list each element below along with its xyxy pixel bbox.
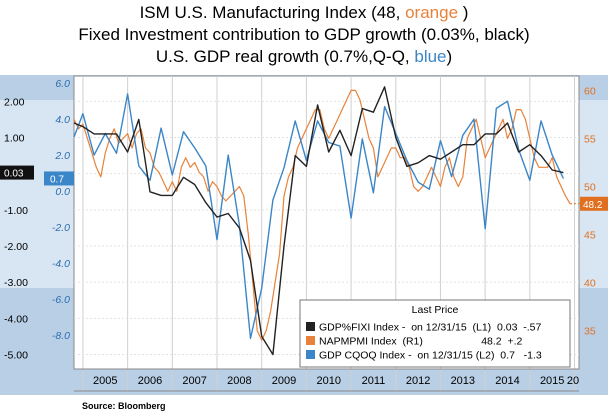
r1-last-value-label: 48.2 xyxy=(583,200,603,211)
chart-title-line1: ISM U.S. Manufacturing Index (48, orange… xyxy=(0,2,608,24)
x-tick-label: 2007 xyxy=(182,375,206,387)
l2-tick-label: 4.0 xyxy=(55,114,70,126)
series-line-napmpmi xyxy=(73,89,571,341)
x-tick-label: 2013 xyxy=(451,375,475,387)
l2-tick-label: -4.0 xyxy=(52,258,70,270)
l2-tick-label: -2.0 xyxy=(52,222,70,234)
l1-tick-label: -3.00 xyxy=(4,277,28,289)
legend-entry-label: NAPMPMI Index (R1) 48.2 +.2 xyxy=(319,336,523,348)
r1-tick-label: 60 xyxy=(584,85,596,97)
title-line3-text: U.S. GDP real growth (0.7%,Q-Q, xyxy=(155,47,415,66)
x-tick-label: 2006 xyxy=(138,375,162,387)
r1-tick-label: 45 xyxy=(584,230,596,242)
x-tick-label: 2005 xyxy=(93,375,117,387)
legend-swatch xyxy=(306,350,315,359)
title-line3-tail: ) xyxy=(446,47,453,66)
x-tick-label: 2009 xyxy=(272,375,296,387)
legend-header: Last Price xyxy=(412,304,459,316)
l1-tick-label: -4.00 xyxy=(4,313,28,325)
chart-title-line3: U.S. GDP real growth (0.7%,Q-Q, blue) xyxy=(0,46,608,68)
r1-tick-label: 50 xyxy=(584,181,596,193)
source-note: Source: Bloomberg xyxy=(82,401,166,411)
l2-tick-label: -6.0 xyxy=(52,294,70,306)
title-line1-tail: ) xyxy=(458,3,469,22)
x-tick-label: 2008 xyxy=(227,375,251,387)
r1-tick-label: 55 xyxy=(584,133,596,145)
chart-legend: Last Price GDP%FIXI Index - on 12/31/15 (… xyxy=(299,299,571,368)
l1-last-value-label: 0.03 xyxy=(4,169,24,180)
l1-tick-label: -2.00 xyxy=(4,241,28,253)
axis-l1-ticks: 2.00 1.00 0.03 -1.00 -2.00 -3.00 -4.00 -5.00 xyxy=(0,96,34,362)
series-line-gdp xyxy=(73,93,565,340)
title-line1-text: ISM U.S. Manufacturing Index (48, xyxy=(139,3,406,22)
l2-tick-label: 0.0 xyxy=(55,186,70,198)
l2-last-value-label: 0.7 xyxy=(50,174,64,185)
axis-l2-ticks: 6.0 4.0 2.0 0.70.0 -2.0 -4.0 -6.0 -8.0 xyxy=(44,78,74,342)
x-tick-label: 2015 xyxy=(540,375,564,387)
legend-entry-label: GDP%FIXI Index - on 12/31/15 (L1) 0.03 -… xyxy=(319,322,542,334)
l1-tick-label: 1.00 xyxy=(4,132,25,144)
legend-box xyxy=(299,299,571,368)
x-tick-label: 2011 xyxy=(362,375,386,387)
x-tick-label: 2012 xyxy=(406,375,430,387)
l2-tick-label: 2.0 xyxy=(54,150,70,162)
series-layer xyxy=(73,86,571,356)
x-tick-label: 2010 xyxy=(316,375,340,387)
x-tick-label: 2014 xyxy=(495,375,519,387)
r1-last-value-box xyxy=(580,196,608,211)
l1-last-value-box xyxy=(0,165,34,180)
r1-tick-label: 40 xyxy=(584,278,596,290)
series-line-gdpfixi xyxy=(73,86,564,356)
l1-tick-label: -5.00 xyxy=(4,350,28,362)
title-line1-orange-word: orange xyxy=(405,3,459,22)
l1-tick-label: 2.00 xyxy=(4,96,25,108)
l2-last-value-box xyxy=(44,171,74,186)
chart-title-line2: Fixed Investment contribution to GDP gro… xyxy=(78,25,530,44)
l2-tick-label: -8.0 xyxy=(52,330,70,342)
x-tick-label: 20 xyxy=(567,375,579,387)
chart-title-block: ISM U.S. Manufacturing Index (48, orange… xyxy=(0,2,608,68)
title-line3-blue-word: blue xyxy=(414,47,447,66)
axis-r1-ticks: 60 55 50 48.2 45 40 35 xyxy=(580,85,608,338)
x-axis-ticks: 2005 2006 2007 2008 2009 2010 2011 2012 2013 2014… xyxy=(93,375,579,387)
legend-swatch xyxy=(306,322,315,331)
legend-swatch xyxy=(306,336,315,345)
legend-entry-label: GDP CQOQ Index - on 12/31/15 (L2) 0.7 -1… xyxy=(319,350,542,362)
l2-tick-label: 6.0 xyxy=(55,78,70,90)
l1-tick-label: -1.00 xyxy=(4,205,28,217)
r1-tick-label: 35 xyxy=(584,326,596,338)
